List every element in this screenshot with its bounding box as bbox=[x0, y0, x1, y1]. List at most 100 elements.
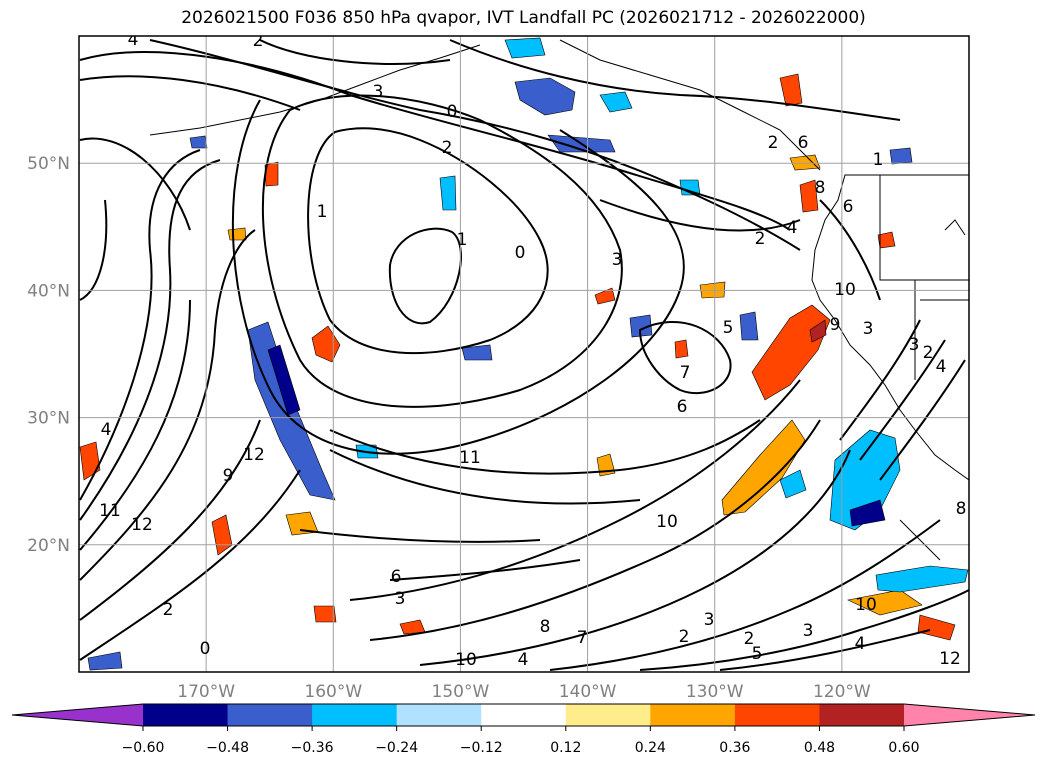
contour-label: 4 bbox=[518, 650, 529, 670]
negative-anomaly-region bbox=[779, 469, 807, 499]
positive-anomaly-region bbox=[674, 339, 689, 359]
contour-label: 0 bbox=[515, 243, 526, 263]
ivt-contour-line bbox=[79, 51, 791, 231]
colorbar-segment bbox=[481, 704, 567, 726]
ivt-contour-line bbox=[549, 519, 941, 671]
negative-anomaly-region bbox=[599, 91, 633, 113]
contour-label: 2 bbox=[679, 627, 690, 647]
colorbar-segment bbox=[819, 704, 905, 726]
ivt-contour-line bbox=[388, 227, 462, 325]
negative-anomaly-region bbox=[439, 175, 457, 211]
lon-tick-label: 170°W bbox=[177, 682, 235, 702]
lat-tick-label: 20°N bbox=[27, 536, 70, 556]
strong-negative-anomaly-core bbox=[267, 344, 301, 416]
contour-label: 10 bbox=[834, 280, 856, 300]
negative-anomaly-region bbox=[514, 77, 576, 116]
coastline bbox=[899, 519, 941, 561]
ivt-contour-line bbox=[329, 419, 761, 475]
positive-anomaly-region bbox=[847, 589, 923, 616]
contour-label: 7 bbox=[680, 363, 691, 383]
positive-anomaly-region bbox=[799, 179, 819, 213]
lon-tick-label: 140°W bbox=[559, 682, 617, 702]
contour-label: 9 bbox=[223, 466, 234, 486]
contour-label: 5 bbox=[723, 318, 734, 338]
ivt-contour-line bbox=[307, 127, 549, 355]
positive-anomaly-region bbox=[721, 419, 806, 516]
contour-label: 11 bbox=[99, 501, 121, 521]
contour-label: 7 bbox=[577, 628, 588, 648]
colorbar-tick-label: −0.48 bbox=[206, 740, 249, 756]
contour-label: 6 bbox=[843, 197, 854, 217]
coastline-layer bbox=[149, 39, 969, 561]
contour-label: 4 bbox=[128, 30, 139, 50]
contour-label: 8 bbox=[956, 499, 967, 519]
contour-label: 3 bbox=[909, 335, 920, 355]
ivt-contour-line bbox=[231, 99, 685, 455]
lat-tick-label: 30°N bbox=[27, 409, 70, 429]
positive-anomaly-region bbox=[917, 614, 956, 641]
contour-label: 0 bbox=[200, 639, 211, 659]
colorbar-tick-label: −0.12 bbox=[460, 740, 503, 756]
contour-label: 8 bbox=[815, 178, 826, 198]
ivt-contour-line bbox=[79, 199, 108, 301]
contour-label: 10 bbox=[855, 595, 877, 615]
contour-label: 3 bbox=[803, 621, 814, 641]
lon-tick-label: 120°W bbox=[813, 682, 871, 702]
positive-anomaly-region bbox=[877, 231, 896, 249]
contour-label: 4 bbox=[787, 218, 798, 238]
contour-label: 4 bbox=[936, 357, 947, 377]
ivt-contour-line bbox=[79, 75, 301, 111]
lon-tick-label: 130°W bbox=[686, 682, 744, 702]
positive-anomaly-region bbox=[779, 73, 803, 107]
ivt-contour-line bbox=[369, 419, 821, 641]
ivt-contour-line bbox=[79, 137, 191, 231]
coastline bbox=[811, 174, 969, 481]
colorbar-tick-label: −0.60 bbox=[122, 740, 165, 756]
map-frame bbox=[78, 35, 970, 673]
coastline bbox=[149, 44, 481, 136]
contour-label: 3 bbox=[704, 610, 715, 630]
ivt-contour-line bbox=[261, 94, 623, 408]
contour-label: 1 bbox=[317, 202, 328, 222]
axis-tick-labels: 170°W 160°W 150°W 140°W 130°W 120°W20°N30°N40… bbox=[27, 154, 871, 702]
negative-anomaly-region bbox=[875, 565, 969, 593]
ivt-contour-line bbox=[879, 359, 966, 481]
ivt-contour-line bbox=[449, 39, 901, 121]
colorbar-segment bbox=[312, 704, 398, 726]
ivt-contour-layer bbox=[79, 39, 969, 671]
contour-label: 9 bbox=[830, 315, 841, 335]
contour-label: 10 bbox=[455, 650, 477, 670]
colorbar-tick-label: 0.48 bbox=[804, 740, 835, 756]
ivt-contour-line bbox=[599, 199, 801, 232]
contour-label: 6 bbox=[391, 567, 402, 587]
ivt-contour-line bbox=[349, 379, 801, 601]
lon-tick-label: 150°W bbox=[432, 682, 490, 702]
contour-label: 12 bbox=[243, 445, 265, 465]
colorbar-segment bbox=[650, 704, 736, 726]
negative-anomaly-region bbox=[739, 311, 759, 341]
positive-anomaly-region bbox=[789, 154, 821, 171]
ivt-contour-line bbox=[638, 321, 732, 395]
contour-label: 6 bbox=[677, 397, 688, 417]
plot-title: 2026021500 F036 850 hPa qvapor, IVT Land… bbox=[181, 8, 866, 28]
lat-tick-label: 40°N bbox=[27, 281, 70, 301]
ivt-contour-line bbox=[299, 529, 541, 543]
ivt-contour-line bbox=[389, 559, 581, 581]
negative-anomaly-region bbox=[461, 344, 493, 361]
ivt-contour-line bbox=[79, 419, 261, 621]
gridline-layer bbox=[79, 36, 969, 672]
ivt-contour-line bbox=[79, 229, 256, 581]
negative-anomaly-region bbox=[504, 37, 546, 59]
colorbar-segment bbox=[227, 704, 313, 726]
contour-label: 4 bbox=[855, 634, 866, 654]
strong-negative-anomaly-core bbox=[849, 499, 886, 527]
contour-label: 3 bbox=[863, 319, 874, 339]
contour-label: 12 bbox=[939, 649, 961, 669]
coastline bbox=[879, 175, 969, 281]
contour-label: 2 bbox=[755, 229, 766, 249]
lon-tick-label: 160°W bbox=[304, 682, 362, 702]
colorbar-segment bbox=[396, 704, 482, 726]
contour-label: 2 bbox=[253, 31, 264, 51]
